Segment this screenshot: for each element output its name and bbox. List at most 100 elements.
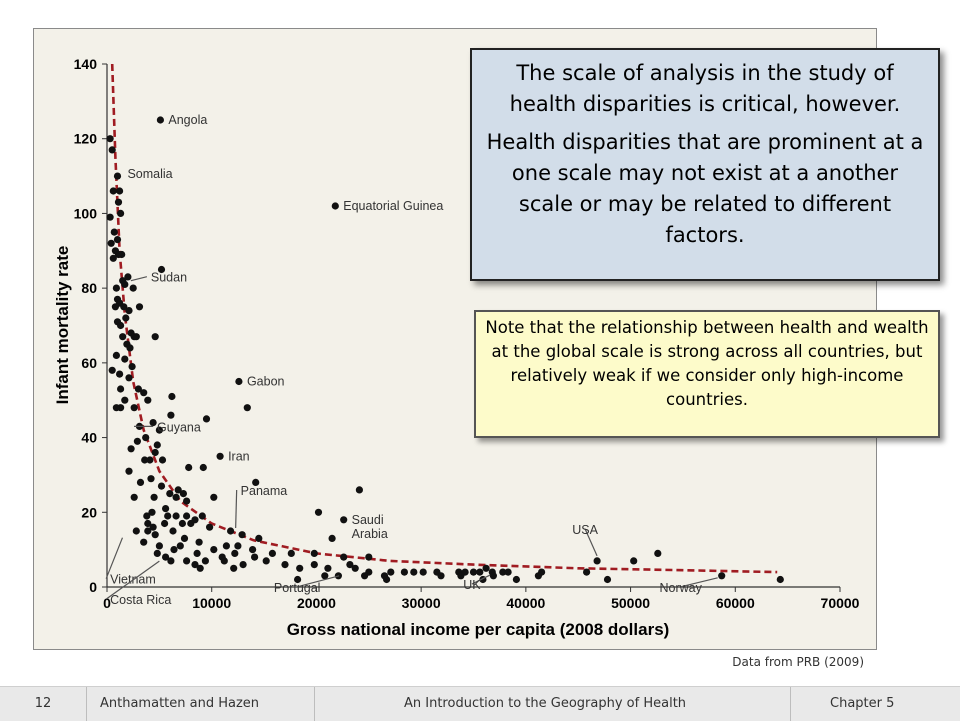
- data-point: [603, 575, 612, 584]
- y-tick-label: 140: [74, 56, 98, 72]
- data-point: [167, 411, 175, 419]
- data-point: [654, 549, 662, 558]
- y-tick-label: 40: [81, 430, 97, 446]
- data-point: [125, 307, 133, 315]
- y-tick-label: 0: [89, 579, 97, 595]
- footer-chapter: Chapter 5: [830, 696, 895, 711]
- data-point: [238, 531, 246, 539]
- data-point: [113, 236, 122, 244]
- trend-curve: [110, 63, 778, 574]
- scatter-plot: 0 10000 20000 30000 40000 50000 60000 70000 0 20 4…: [53, 56, 860, 639]
- data-point: [166, 490, 174, 498]
- data-point: [252, 478, 260, 486]
- data-point: [193, 549, 201, 558]
- data-point: [117, 385, 125, 393]
- data-point: [340, 516, 348, 524]
- data-point: [174, 486, 182, 494]
- x-tick-label: 20000: [297, 595, 336, 611]
- callout-paragraph-1: The scale of analysis in the study of he…: [509, 61, 901, 116]
- data-point: [172, 512, 180, 520]
- data-point: [281, 561, 289, 569]
- data-point: [235, 377, 243, 386]
- data-point: [132, 527, 140, 535]
- annotation-label: Angola: [168, 113, 207, 127]
- y-tick-label: 100: [74, 205, 98, 221]
- data-point: [119, 333, 127, 341]
- data-point: [162, 505, 170, 513]
- data-point: [149, 419, 157, 427]
- data-point: [351, 564, 359, 572]
- annotation-label: Saudi: [352, 513, 384, 527]
- data-point: [144, 396, 152, 404]
- data-point: [121, 280, 129, 288]
- data-point: [321, 572, 329, 580]
- data-point: [178, 519, 186, 528]
- data-point: [116, 370, 124, 378]
- annotation-label: Costa Rica: [110, 593, 171, 607]
- data-point: [210, 493, 218, 501]
- data-point: [144, 519, 152, 528]
- x-tick-label: 40000: [506, 595, 545, 611]
- data-point: [183, 512, 191, 520]
- data-point: [268, 549, 276, 558]
- data-point: [324, 564, 332, 572]
- annotation-label: Iran: [228, 449, 250, 463]
- data-point: [106, 213, 114, 221]
- data-point: [129, 284, 137, 292]
- data-point: [125, 374, 133, 382]
- annotation-arrow: [680, 577, 718, 588]
- footer-authors: Anthamatten and Hazen: [100, 696, 260, 711]
- annotation-label: Guyana: [157, 420, 201, 434]
- data-point: [216, 452, 224, 460]
- data-point: [134, 385, 142, 393]
- data-point: [151, 448, 159, 457]
- data-point: [113, 172, 122, 180]
- data-point: [141, 456, 149, 464]
- data-point: [499, 568, 507, 576]
- data-point: [310, 549, 318, 558]
- data-point: [114, 250, 123, 259]
- data-point: [169, 527, 177, 535]
- data-point: [328, 534, 336, 543]
- data-point: [148, 508, 156, 516]
- annotation-label: Equatorial Guinea: [343, 199, 443, 213]
- data-point: [310, 561, 318, 569]
- data-point: [251, 553, 259, 561]
- data-point: [437, 572, 445, 580]
- callout-paragraph-2: Health disparities that are prominent at…: [486, 130, 924, 247]
- x-tick-label: 30000: [402, 595, 441, 611]
- annotation-label: Gabon: [247, 375, 285, 389]
- data-point: [234, 542, 242, 550]
- annotation-label: UK: [463, 578, 481, 592]
- data-point: [142, 434, 150, 442]
- data-point: [121, 355, 129, 363]
- data-point: [489, 572, 497, 580]
- data-point: [117, 209, 125, 217]
- data-point: [365, 553, 373, 561]
- data-point: [112, 284, 120, 292]
- data-point: [196, 564, 204, 572]
- data-point: [151, 531, 159, 539]
- data-point: [287, 549, 295, 558]
- data-point: [108, 366, 116, 374]
- y-tick-label: 80: [81, 280, 97, 296]
- data-point: [140, 538, 148, 546]
- data-point: [183, 557, 191, 565]
- data-point: [109, 187, 117, 195]
- data-point: [195, 538, 203, 546]
- data-point: [400, 568, 408, 576]
- data-point: [593, 557, 601, 565]
- data-point: [202, 415, 211, 423]
- x-tick-label: 60000: [716, 595, 755, 611]
- data-point: [112, 404, 120, 412]
- data-point: [167, 557, 175, 565]
- data-point: [161, 519, 169, 528]
- data-point: [419, 568, 427, 576]
- data-point: [135, 303, 144, 311]
- annotation-label: Somalia: [127, 167, 172, 181]
- data-point: [718, 572, 726, 580]
- data-point: [210, 546, 218, 554]
- annotation-arrow: [297, 575, 340, 588]
- data-point: [121, 396, 129, 404]
- data-point: [122, 314, 130, 322]
